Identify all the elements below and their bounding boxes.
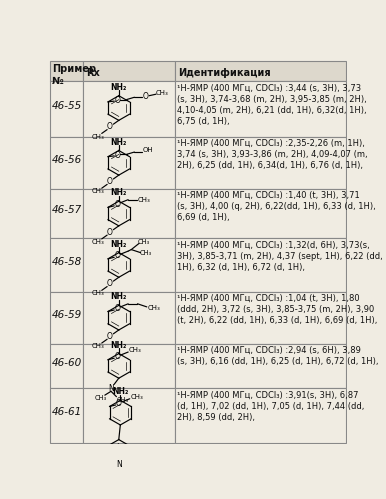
Text: ¹Н-ЯМР (400 МГц, CDCl₃) :2,94 (s, 6H), 3,89
(s, 3H), 6,16 (dd, 1H), 6,25 (d, 1H): ¹Н-ЯМР (400 МГц, CDCl₃) :2,94 (s, 6H), 3…: [177, 346, 378, 366]
Text: NH₂: NH₂: [110, 188, 127, 197]
Text: O: O: [107, 228, 112, 237]
Bar: [83, 238, 174, 292]
Bar: [83, 344, 174, 388]
Text: 46-58: 46-58: [51, 257, 81, 267]
Text: CH₃: CH₃: [91, 188, 104, 194]
Bar: [83, 81, 174, 137]
Text: CH₃: CH₃: [138, 239, 150, 245]
Text: NH₂: NH₂: [110, 240, 127, 249]
Text: O: O: [114, 200, 120, 209]
Text: CH₃: CH₃: [91, 239, 104, 245]
Bar: [83, 189, 174, 238]
Text: Пример
№: Пример №: [52, 64, 96, 86]
Text: O: O: [114, 352, 120, 361]
Text: 46-57: 46-57: [51, 206, 81, 216]
Text: CH₃: CH₃: [130, 394, 143, 400]
Text: O: O: [116, 399, 122, 408]
Bar: [50, 189, 83, 238]
Text: ¹Н-ЯМР (400 МГц, CDCl₃) :1,40 (t, 3H), 3,71
(s, 3H), 4,00 (q, 2H), 6,22(dd, 1H),: ¹Н-ЯМР (400 МГц, CDCl₃) :1,40 (t, 3H), 3…: [177, 191, 376, 222]
Bar: [50, 388, 83, 443]
Text: 46-55: 46-55: [51, 101, 81, 111]
Text: N: N: [116, 460, 122, 469]
Text: CH₃: CH₃: [91, 134, 104, 140]
Text: O: O: [114, 151, 120, 160]
Text: NH₂: NH₂: [112, 387, 129, 396]
Text: ¹Н-ЯМР (400 МГц, CDCl₃) :3,91(s, 3H), 6,87
(d, 1H), 7,02 (dd, 1H), 7,05 (d, 1H),: ¹Н-ЯМР (400 МГц, CDCl₃) :3,91(s, 3H), 6,…: [177, 390, 364, 422]
Bar: [50, 292, 83, 344]
Text: 46-60: 46-60: [51, 358, 81, 368]
Text: O: O: [107, 177, 112, 186]
Text: CH₃: CH₃: [117, 397, 129, 403]
Text: ¹Н-ЯМР (400 МГц, CDCl₃) :2,35-2,26 (m, 1H),
3,74 (s, 3H), 3,93-3,86 (m, 2H), 4,0: ¹Н-ЯМР (400 МГц, CDCl₃) :2,35-2,26 (m, 1…: [177, 139, 367, 170]
Bar: [50, 238, 83, 292]
Text: NH₂: NH₂: [110, 292, 127, 301]
Text: ¹Н-ЯМР (400 МГц, CDCl₃) :1,04 (t, 3H), 1,80
(ddd, 2H), 3,72 (s, 3H), 3,85-3,75 (: ¹Н-ЯМР (400 МГц, CDCl₃) :1,04 (t, 3H), 1…: [177, 294, 377, 325]
Text: CH₃: CH₃: [129, 347, 142, 353]
Bar: [174, 238, 346, 292]
Bar: [50, 61, 83, 81]
Text: CH₃: CH₃: [156, 90, 169, 96]
Bar: [174, 81, 346, 137]
Text: O: O: [143, 92, 149, 101]
Text: ¹Н-ЯМР (400 МГц, CDCl₃) :1,32(d, 6H), 3,73(s,
3H), 3,85-3,71 (m, 2H), 4,37 (sept: ¹Н-ЯМР (400 МГц, CDCl₃) :1,32(d, 6H), 3,…: [177, 241, 383, 272]
Text: CH₃: CH₃: [91, 290, 104, 296]
Bar: [83, 137, 174, 189]
Text: CH₃: CH₃: [140, 250, 152, 255]
Text: Идентификация: Идентификация: [178, 68, 270, 78]
Text: N: N: [108, 384, 114, 393]
Text: OH: OH: [142, 148, 153, 154]
Bar: [83, 292, 174, 344]
Text: NH₂: NH₂: [110, 138, 127, 147]
Text: Rx: Rx: [86, 68, 100, 78]
Text: NH₂: NH₂: [110, 341, 127, 350]
Text: CH₃: CH₃: [91, 343, 104, 349]
Text: 46-61: 46-61: [51, 407, 81, 417]
Bar: [174, 137, 346, 189]
Text: ¹Н-ЯМР (400 МГц, CDCl₃) :3,44 (s, 3H), 3,73
(s, 3H), 3,74-3,68 (m, 2H), 3,95-3,8: ¹Н-ЯМР (400 МГц, CDCl₃) :3,44 (s, 3H), 3…: [177, 84, 367, 126]
Bar: [50, 81, 83, 137]
Bar: [174, 388, 346, 443]
Text: O: O: [114, 251, 120, 260]
Text: NH₂: NH₂: [110, 83, 127, 92]
Text: O: O: [114, 96, 120, 105]
Text: 46-59: 46-59: [51, 309, 81, 319]
Bar: [174, 292, 346, 344]
Text: CH₃: CH₃: [138, 197, 151, 203]
Bar: [50, 344, 83, 388]
Text: O: O: [107, 279, 112, 288]
Text: O: O: [107, 332, 112, 341]
Bar: [83, 61, 174, 81]
Bar: [50, 137, 83, 189]
Bar: [174, 344, 346, 388]
Bar: [174, 61, 346, 81]
Text: CH₃: CH₃: [147, 305, 160, 311]
Bar: [83, 388, 174, 443]
Bar: [174, 189, 346, 238]
Text: 46-56: 46-56: [51, 155, 81, 165]
Text: O: O: [114, 304, 120, 313]
Text: O: O: [107, 122, 112, 131]
Text: CH₃: CH₃: [95, 395, 107, 401]
